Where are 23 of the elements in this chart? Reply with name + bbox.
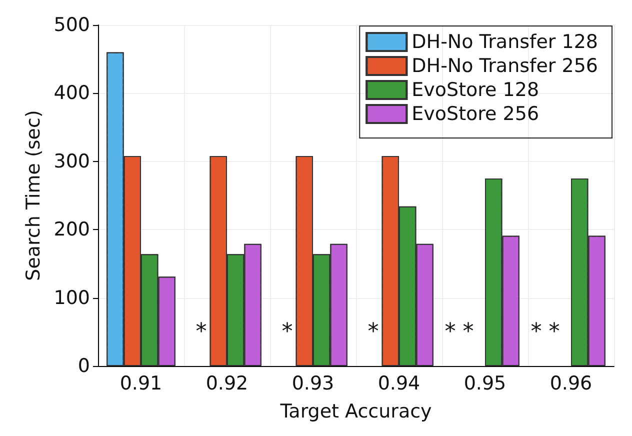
x-tick-label: 0.91 xyxy=(120,372,162,394)
x-tick-label: 0.92 xyxy=(206,372,248,394)
legend-label: EvoStore 256 xyxy=(412,103,540,125)
y-tick-label: 0 xyxy=(78,355,90,377)
y-axis-title: Search Time (sec) xyxy=(22,110,44,281)
x-tick-label: 0.96 xyxy=(550,372,592,394)
annotation: * xyxy=(196,319,207,344)
x-tick-label: 0.95 xyxy=(464,372,506,394)
x-tick-label: 0.93 xyxy=(292,372,334,394)
legend-label: EvoStore 128 xyxy=(412,79,540,101)
legend-label: DH-No Transfer 128 xyxy=(412,31,598,53)
x-tick-label: 0.94 xyxy=(378,372,420,394)
y-tick-label: 400 xyxy=(54,82,90,104)
annotation: * xyxy=(368,319,379,344)
legend-label: DH-No Transfer 256 xyxy=(412,55,598,77)
y-tick-label: 200 xyxy=(54,218,90,241)
y-tick-label: 500 xyxy=(54,14,90,36)
annotation: * * xyxy=(444,319,474,344)
y-tick-label: 100 xyxy=(54,286,90,309)
annotation: * xyxy=(282,319,293,344)
y-tick-label: 300 xyxy=(54,150,90,172)
annotation: * * xyxy=(530,319,560,344)
x-axis-title: Target Accuracy xyxy=(279,400,432,422)
